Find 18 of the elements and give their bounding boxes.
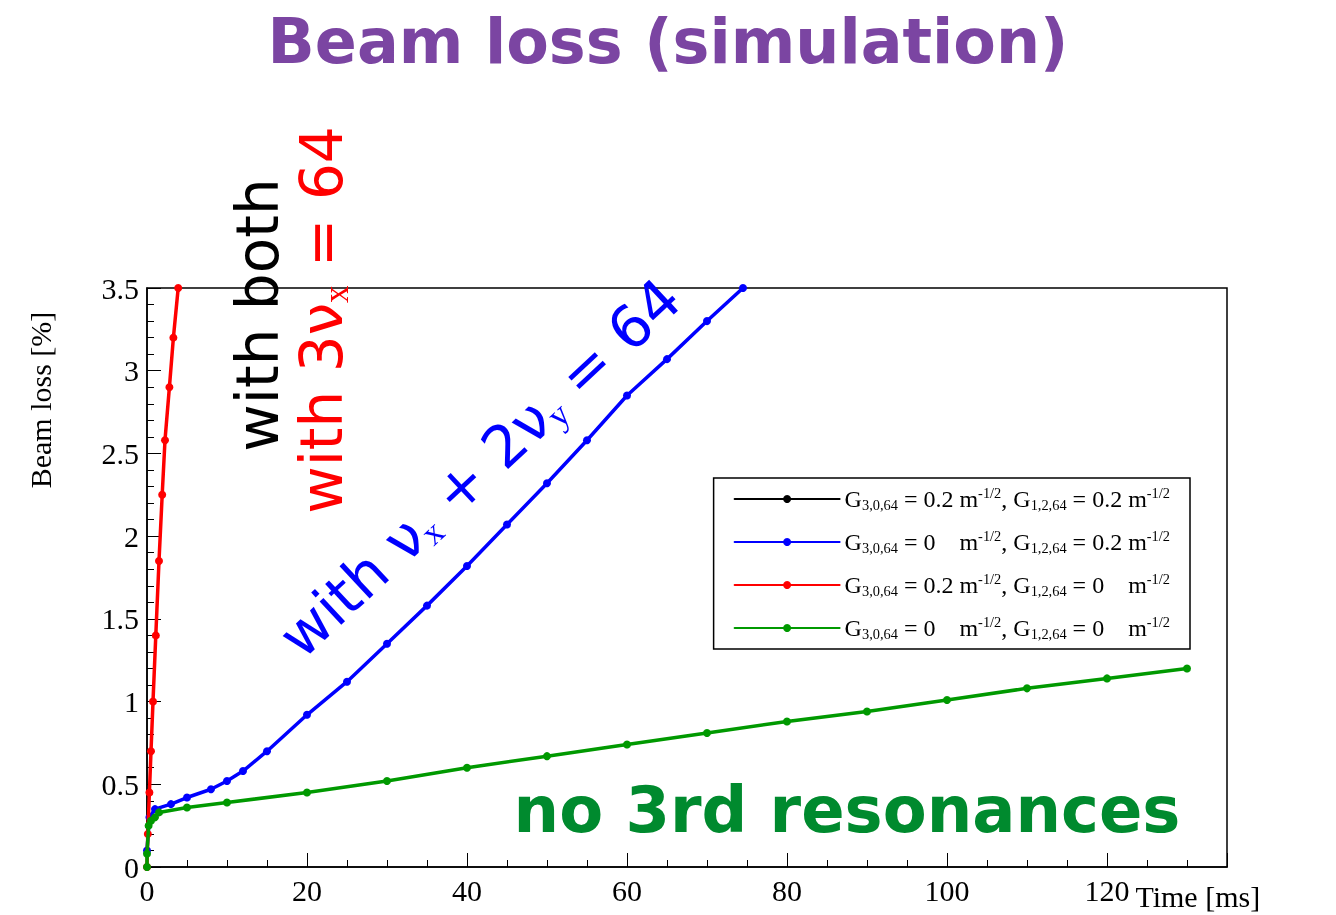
y-tick-label: 1.5: [101, 602, 139, 636]
y-tick-label: 0.5: [101, 767, 139, 801]
x-tick-label: 100: [924, 873, 970, 907]
x-tick-label: 80: [772, 873, 802, 907]
x-tick-label: 40: [452, 873, 482, 907]
y-axis-title: Beam loss [%]: [23, 311, 57, 489]
y-tick-label: 1: [124, 685, 139, 719]
x-tick-label: 60: [612, 873, 642, 907]
x-tick-label: 120: [1084, 873, 1130, 907]
x-axis-title: Time [ms]: [1135, 879, 1261, 913]
y-tick-label: 2.5: [101, 436, 139, 470]
y-tick-label: 3.5: [101, 271, 139, 305]
y-tick-label: 2: [124, 519, 139, 553]
x-tick-label: 20: [292, 873, 322, 907]
chart-title: Beam loss (simulation): [267, 4, 1069, 78]
annotation: no 3rd resonances: [513, 773, 1181, 847]
y-tick-label: 3: [124, 354, 139, 388]
y-tick-label: 0: [124, 850, 139, 884]
